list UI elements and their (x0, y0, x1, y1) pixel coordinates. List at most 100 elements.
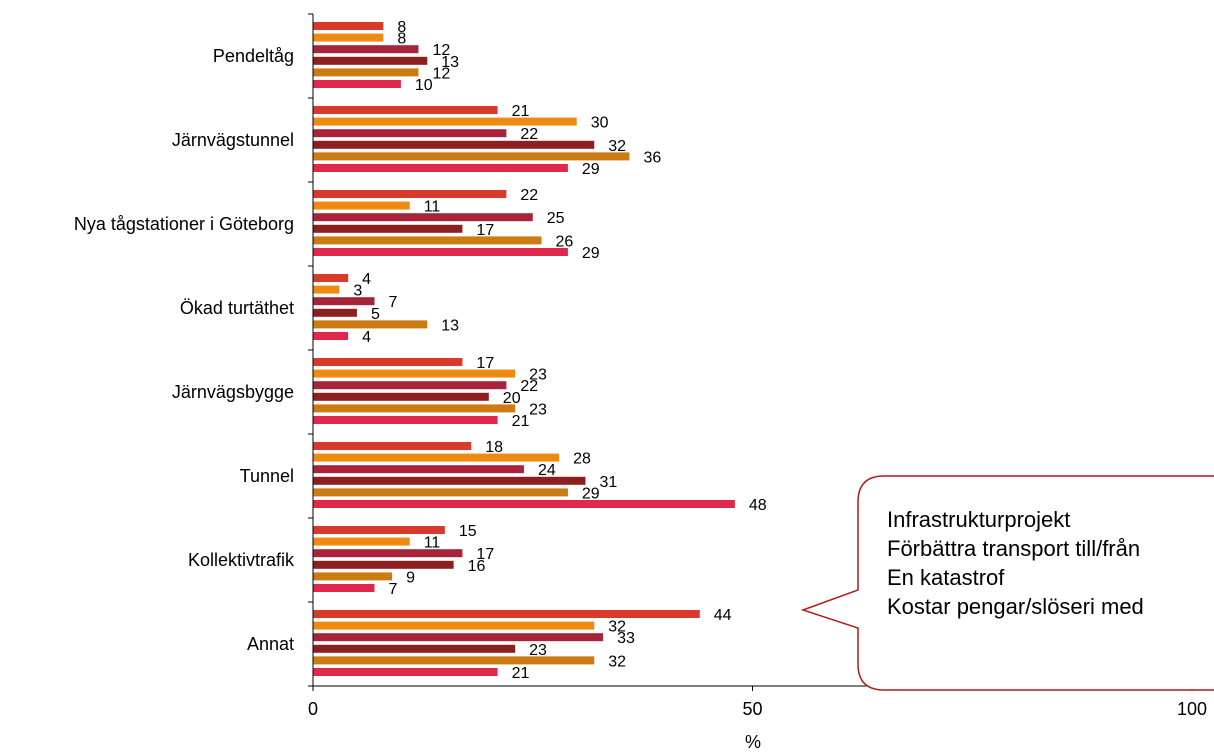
bar (313, 584, 375, 592)
value-label: 28 (573, 451, 591, 468)
category-labels-group: Pendeltåg Järnvägstunnel Nya tågstationer … (74, 46, 295, 654)
value-label: 29 (582, 245, 600, 262)
value-label: 9 (406, 569, 415, 586)
category-label: Järnvägstunnel (172, 130, 294, 150)
bar (313, 404, 516, 413)
value-label: 8 (397, 31, 406, 48)
callout-item: Förbättra transport till/från (887, 536, 1141, 561)
x-tick-label: 50 (742, 699, 762, 719)
callout-item: En katastrof (887, 565, 1005, 590)
value-label: 31 (599, 474, 617, 491)
bar (313, 500, 735, 508)
bar (313, 537, 410, 546)
bar (313, 610, 700, 618)
value-label: 32 (608, 653, 626, 670)
value-label: 12 (432, 65, 450, 82)
bar (313, 224, 463, 233)
bar (313, 465, 524, 474)
value-label: 32 (608, 619, 626, 636)
x-ticks-group: 0 50 100 (308, 686, 1207, 719)
bar (313, 560, 454, 569)
value-label: 10 (415, 77, 433, 94)
bar (313, 668, 498, 676)
category-label: Kollektivtrafik (188, 550, 295, 570)
bar (313, 549, 463, 558)
callout-item: Infrastrukturprojekt (887, 507, 1071, 532)
value-label: 29 (582, 485, 600, 502)
value-label: 33 (617, 630, 635, 647)
value-label: 44 (714, 607, 732, 624)
bar (313, 106, 498, 114)
bar (313, 332, 349, 340)
bar (313, 45, 419, 54)
value-label: 4 (362, 271, 371, 288)
category-label: Annat (247, 634, 294, 654)
value-label: 23 (529, 642, 547, 659)
bar (313, 644, 516, 653)
value-label: 21 (512, 103, 530, 120)
value-label: 15 (459, 523, 477, 540)
bar (313, 152, 630, 161)
bar (313, 129, 507, 138)
value-label: 3 (353, 283, 362, 300)
value-label: 36 (643, 149, 661, 166)
value-label: 23 (529, 401, 547, 418)
category-label: Järnvägsbygge (172, 382, 294, 402)
value-label: 26 (556, 233, 574, 250)
bar (313, 236, 542, 245)
value-label: 11 (424, 199, 441, 216)
value-label: 5 (371, 306, 380, 323)
value-labels-group: 8812131210213022323629221125172629437513… (353, 19, 766, 682)
value-label: 21 (512, 413, 530, 430)
bar (313, 213, 533, 222)
value-label: 4 (362, 329, 371, 346)
value-label: 16 (468, 558, 486, 575)
value-label: 17 (476, 355, 494, 372)
bar (313, 416, 498, 424)
value-label: 25 (547, 210, 565, 227)
bar (313, 358, 463, 366)
value-label: 24 (538, 462, 556, 479)
x-tick-label: 0 (308, 699, 318, 719)
bars-group (313, 22, 735, 676)
value-label: 22 (520, 378, 538, 395)
value-label: 20 (503, 390, 521, 407)
bar (313, 488, 568, 497)
value-label: 12 (432, 42, 450, 59)
bar (313, 476, 586, 485)
value-label: 29 (582, 161, 600, 178)
value-label: 7 (389, 581, 398, 598)
bar (313, 369, 516, 378)
bar (313, 22, 384, 30)
x-axis-label: % (745, 732, 761, 752)
bar (313, 248, 568, 256)
value-label: 11 (424, 535, 441, 552)
bar (313, 442, 472, 450)
value-label: 18 (485, 439, 503, 456)
bar (313, 656, 595, 665)
category-label: Pendeltåg (213, 46, 294, 66)
bar (313, 33, 384, 42)
value-label: 48 (749, 497, 767, 514)
bar (313, 621, 595, 630)
bar (313, 164, 568, 172)
value-label: 22 (520, 126, 538, 143)
bar (313, 320, 428, 329)
value-label: 32 (608, 138, 626, 155)
bar (313, 297, 375, 306)
callout-item: Kostar pengar/slöseri med (887, 594, 1144, 619)
value-label: 17 (476, 546, 494, 563)
bar (313, 80, 401, 88)
value-label: 17 (476, 222, 494, 239)
callout-bubble (800, 475, 1214, 691)
bar (313, 68, 419, 77)
bar (313, 381, 507, 390)
category-label: Tunnel (240, 466, 294, 486)
bar (313, 285, 340, 294)
value-label: 21 (512, 665, 530, 682)
bar (313, 117, 577, 126)
bar (313, 140, 595, 149)
bar (313, 190, 507, 198)
callout-text: Infrastrukturprojekt Förbättra transport… (887, 505, 1214, 645)
